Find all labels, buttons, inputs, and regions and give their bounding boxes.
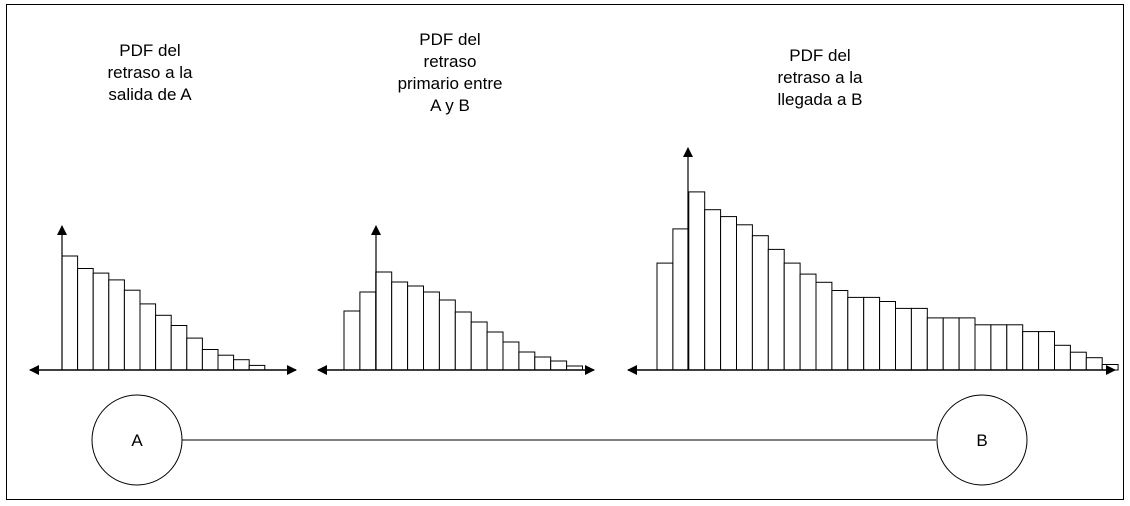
histograms-layer bbox=[29, 147, 1119, 375]
node-a-label: A bbox=[131, 431, 143, 450]
caption-line: PDF del bbox=[119, 41, 181, 60]
node-b-circle bbox=[936, 394, 1028, 486]
histogram-bar bbox=[61, 255, 79, 371]
histogram-arrival bbox=[627, 147, 1119, 375]
histogram-bar bbox=[942, 317, 960, 371]
histogram-bar bbox=[1022, 331, 1040, 371]
histogram-bar bbox=[720, 216, 737, 371]
histogram-bar bbox=[799, 273, 817, 371]
histogram-bar bbox=[895, 307, 912, 371]
histogram-bar bbox=[688, 191, 706, 371]
histogram-bar bbox=[879, 301, 896, 371]
histogram-bar bbox=[343, 310, 361, 371]
caption-line: PDF del bbox=[789, 46, 851, 65]
histogram-bar bbox=[910, 307, 928, 371]
caption-primary-delay: PDF del retraso primario entre A y B bbox=[370, 29, 530, 117]
histogram-bar bbox=[863, 296, 881, 371]
histogram-bar bbox=[1101, 364, 1119, 371]
caption-line: PDF del bbox=[419, 30, 481, 49]
histogram-bar bbox=[534, 356, 552, 371]
histogram-bar bbox=[155, 314, 172, 371]
caption-line: A y B bbox=[430, 96, 470, 115]
histogram-bar bbox=[423, 291, 440, 371]
histogram-bar bbox=[92, 272, 110, 371]
histogram-bar bbox=[767, 248, 785, 371]
histogram-bar bbox=[783, 262, 801, 371]
diagram-frame bbox=[6, 4, 1124, 500]
caption-line: llegada a B bbox=[777, 90, 863, 109]
histogram-bar bbox=[1054, 344, 1071, 371]
histogram-bar bbox=[359, 291, 377, 371]
histogram-bar bbox=[550, 360, 568, 371]
histogram-bar bbox=[831, 290, 849, 371]
caption-line: salida de A bbox=[108, 85, 192, 104]
histogram-bar bbox=[186, 337, 203, 371]
histogram-bar bbox=[454, 311, 472, 371]
caption-arrival-delay: PDF del retraso a la llegada a B bbox=[740, 45, 900, 111]
histogram-bar bbox=[1006, 324, 1024, 371]
histogram-bar bbox=[201, 349, 219, 371]
histogram-bar bbox=[438, 299, 456, 371]
histogram-bar bbox=[736, 224, 753, 371]
histogram-bar bbox=[1038, 331, 1055, 371]
histogram-bar bbox=[407, 285, 425, 371]
histogram-bar bbox=[123, 289, 141, 371]
histogram-bar bbox=[1069, 351, 1087, 371]
caption-line: retraso a la bbox=[777, 68, 863, 87]
histogram-bar bbox=[217, 354, 235, 371]
node-b-label: B bbox=[976, 431, 987, 450]
caption-line: primario entre bbox=[397, 74, 503, 93]
histogram-bar bbox=[672, 228, 690, 371]
histogram-departure bbox=[29, 225, 297, 375]
histogram-bar bbox=[656, 262, 674, 371]
histogram-bar bbox=[751, 235, 769, 371]
histogram-bar bbox=[974, 324, 992, 371]
caption-line: retraso bbox=[423, 52, 477, 71]
histogram-bar bbox=[1085, 357, 1103, 371]
histogram-bar bbox=[139, 303, 157, 371]
histogram-bar bbox=[990, 324, 1008, 371]
histogram-bar bbox=[704, 209, 722, 371]
histogram-bar bbox=[170, 325, 188, 371]
caption-line: retraso a la bbox=[107, 63, 193, 82]
histogram-bar bbox=[926, 317, 944, 371]
histogram-bar bbox=[77, 268, 94, 371]
caption-departure-delay: PDF del retraso a la salida de A bbox=[70, 40, 230, 106]
node-a-circle bbox=[91, 394, 183, 486]
histogram-bar bbox=[847, 296, 865, 371]
histogram-bar bbox=[108, 279, 125, 371]
histogram-bar bbox=[958, 317, 976, 371]
histogram-bar bbox=[470, 321, 488, 371]
histogram-bar bbox=[518, 351, 536, 371]
histogram-bar bbox=[486, 331, 504, 371]
histogram-primary bbox=[317, 225, 595, 375]
histogram-bar bbox=[391, 281, 409, 371]
histogram-bar bbox=[815, 281, 833, 371]
histogram-bar bbox=[502, 341, 520, 371]
histogram-bar bbox=[375, 271, 393, 371]
histogram-bar bbox=[233, 359, 250, 371]
